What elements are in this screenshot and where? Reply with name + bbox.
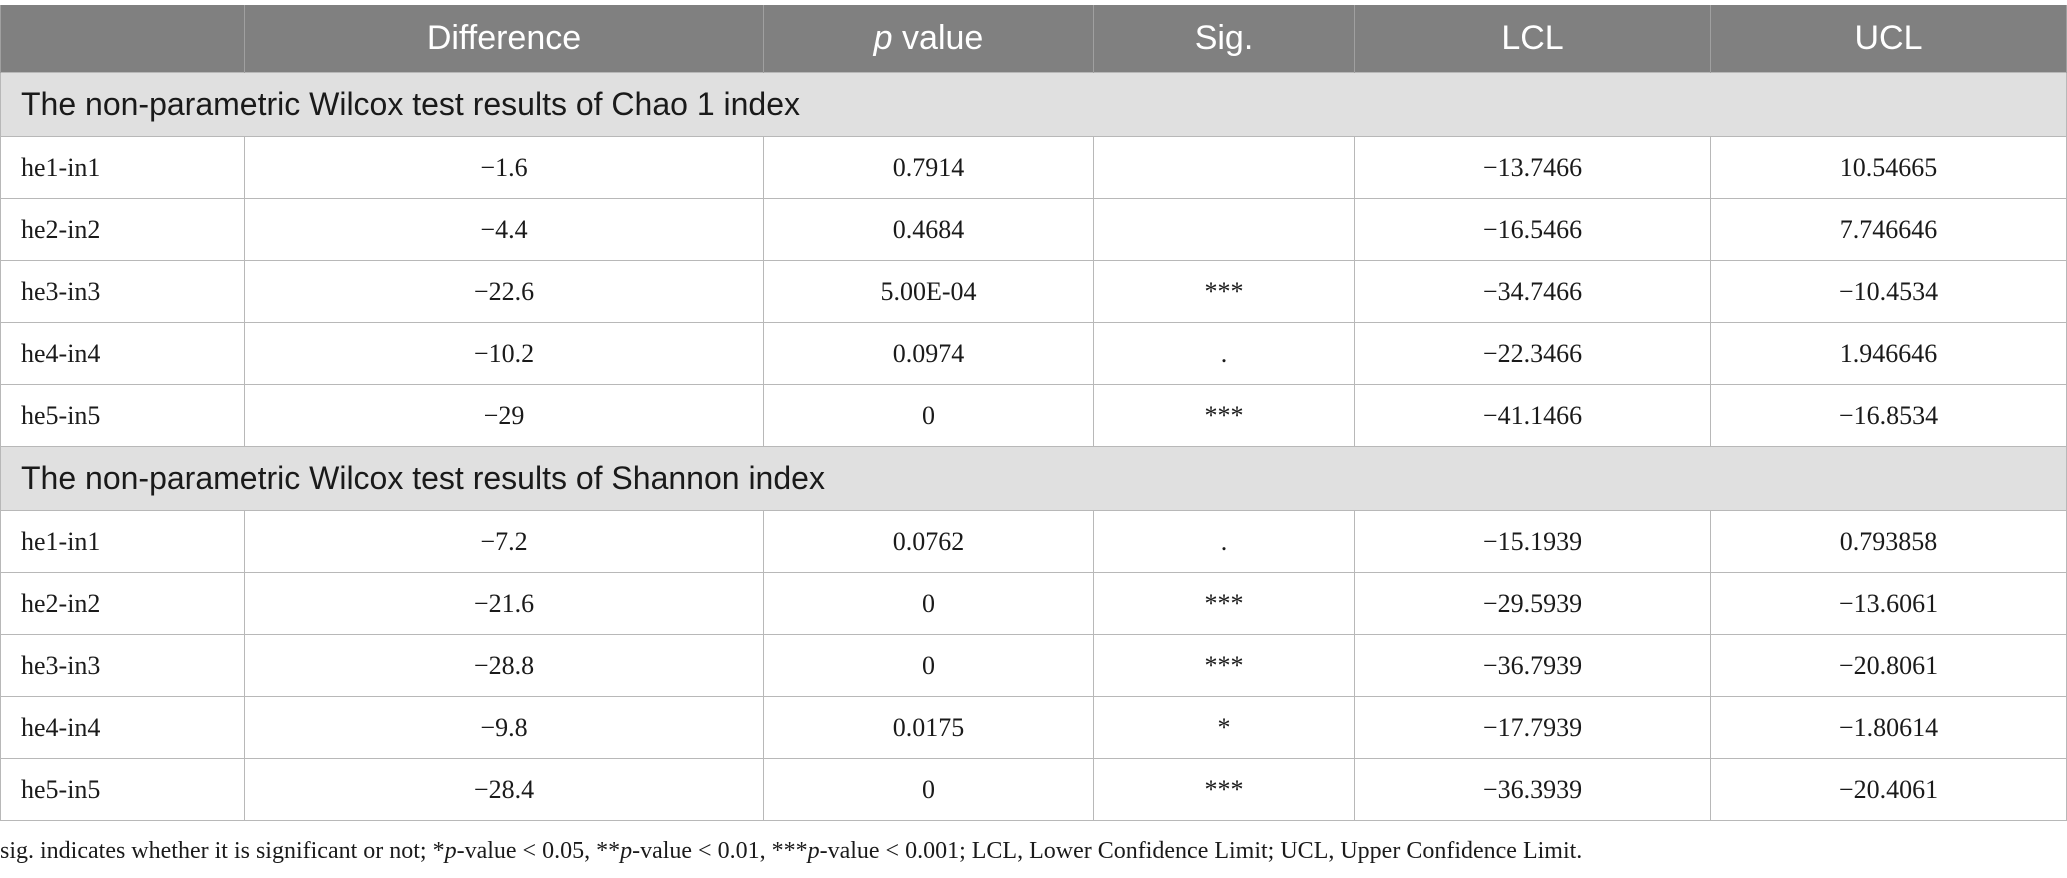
results-table: Difference p value Sig. LCL UCL The non-… xyxy=(0,5,2067,821)
cell-lcl: −15.1939 xyxy=(1354,510,1711,573)
cell-p-value: 0 xyxy=(763,634,1094,697)
footnote-part4: -value < 0.001; LCL, Lower Confidence Li… xyxy=(819,838,1583,864)
cell-comparison: he2-in2 xyxy=(0,198,245,261)
cell-sig xyxy=(1093,136,1355,199)
header-row: Difference p value Sig. LCL UCL xyxy=(0,5,2067,73)
table-row: he2-in2 −21.6 0 *** −29.5939 −13.6061 xyxy=(0,572,2067,635)
cell-p-value: 0.7914 xyxy=(763,136,1094,199)
header-ucl: UCL xyxy=(1710,5,2067,73)
section-title: The non-parametric Wilcox test results o… xyxy=(0,446,2067,511)
cell-ucl: 0.793858 xyxy=(1710,510,2067,573)
cell-difference: −9.8 xyxy=(244,696,764,759)
cell-difference: −4.4 xyxy=(244,198,764,261)
table-row: he3-in3 −28.8 0 *** −36.7939 −20.8061 xyxy=(0,634,2067,697)
cell-ucl: −10.4534 xyxy=(1710,260,2067,323)
cell-difference: −29 xyxy=(244,384,764,447)
table-row: he2-in2 −4.4 0.4684 −16.5466 7.746646 xyxy=(0,198,2067,261)
table-row: he4-in4 −9.8 0.0175 * −17.7939 −1.80614 xyxy=(0,696,2067,759)
cell-sig: * xyxy=(1093,696,1355,759)
footnote-p1: p xyxy=(444,838,457,864)
cell-difference: −28.8 xyxy=(244,634,764,697)
header-p-rest: value xyxy=(892,19,984,57)
cell-ucl: −20.8061 xyxy=(1710,634,2067,697)
table-body: The non-parametric Wilcox test results o… xyxy=(0,72,2067,821)
cell-lcl: −13.7466 xyxy=(1354,136,1711,199)
cell-ucl: −20.4061 xyxy=(1710,758,2067,821)
cell-sig: *** xyxy=(1093,384,1355,447)
cell-comparison: he1-in1 xyxy=(0,136,245,199)
cell-sig: . xyxy=(1093,322,1355,385)
cell-sig: *** xyxy=(1093,634,1355,697)
cell-ucl: −13.6061 xyxy=(1710,572,2067,635)
footnote-part1: sig. indicates whether it is significant… xyxy=(0,838,445,864)
table-row: he4-in4 −10.2 0.0974. −22.3466 1.946646 xyxy=(0,322,2067,385)
table-row: he5-in5 −28.4 0 *** −36.3939 −20.4061 xyxy=(0,758,2067,821)
cell-lcl: −36.7939 xyxy=(1354,634,1711,697)
cell-comparison: he3-in3 xyxy=(0,260,245,323)
section-title: The non-parametric Wilcox test results o… xyxy=(0,72,2067,137)
table-row: he3-in3 −22.6 5.00E-04 *** −34.7466 −10.4534 xyxy=(0,260,2067,323)
cell-p-value: 0 xyxy=(763,758,1094,821)
cell-p-value: 0.4684 xyxy=(763,198,1094,261)
cell-comparison: he3-in3 xyxy=(0,634,245,697)
cell-comparison: he2-in2 xyxy=(0,572,245,635)
cell-comparison: he4-in4 xyxy=(0,696,245,759)
header-difference: Difference xyxy=(244,5,764,73)
cell-comparison: he5-in5 xyxy=(0,758,245,821)
cell-comparison: he4-in4 xyxy=(0,322,245,385)
footnote-p3: p xyxy=(807,838,820,864)
footnote-p2: p xyxy=(620,838,633,864)
section-header-row: The non-parametric Wilcox test results o… xyxy=(0,72,2067,137)
cell-ucl: 7.746646 xyxy=(1710,198,2067,261)
cell-sig: *** xyxy=(1093,758,1355,821)
cell-sig: *** xyxy=(1093,572,1355,635)
header-p-italic: p xyxy=(873,19,893,57)
footnote-part3: -value < 0.01, *** xyxy=(632,838,808,864)
table-footnote: sig. indicates whether it is significant… xyxy=(0,838,1582,865)
header-p-value: p value xyxy=(763,5,1094,73)
cell-lcl: −29.5939 xyxy=(1354,572,1711,635)
cell-ucl: −16.8534 xyxy=(1710,384,2067,447)
header-blank xyxy=(0,5,245,73)
cell-difference: −28.4 xyxy=(244,758,764,821)
cell-p-value: 0.0974 xyxy=(763,322,1094,385)
cell-ucl: 10.54665 xyxy=(1710,136,2067,199)
cell-sig: *** xyxy=(1093,260,1355,323)
cell-p-value: 0 xyxy=(763,572,1094,635)
cell-lcl: −16.5466 xyxy=(1354,198,1711,261)
cell-lcl: −17.7939 xyxy=(1354,696,1711,759)
cell-p-value: 0.0762 xyxy=(763,510,1094,573)
cell-difference: −22.6 xyxy=(244,260,764,323)
cell-sig: . xyxy=(1093,510,1355,573)
cell-lcl: −34.7466 xyxy=(1354,260,1711,323)
cell-lcl: −41.1466 xyxy=(1354,384,1711,447)
section-header-row: The non-parametric Wilcox test results o… xyxy=(0,446,2067,511)
cell-ucl: −1.80614 xyxy=(1710,696,2067,759)
footnote-part2: -value < 0.05, ** xyxy=(456,838,621,864)
table-row: he5-in5 −29 0 *** −41.1466 −16.8534 xyxy=(0,384,2067,447)
cell-difference: −7.2 xyxy=(244,510,764,573)
header-lcl: LCL xyxy=(1354,5,1711,73)
cell-difference: −21.6 xyxy=(244,572,764,635)
cell-lcl: −36.3939 xyxy=(1354,758,1711,821)
cell-p-value: 0.0175 xyxy=(763,696,1094,759)
table-row: he1-in1 −1.6 0.7914 −13.7466 10.54665 xyxy=(0,136,2067,199)
cell-lcl: −22.3466 xyxy=(1354,322,1711,385)
cell-sig xyxy=(1093,198,1355,261)
cell-p-value: 0 xyxy=(763,384,1094,447)
cell-ucl: 1.946646 xyxy=(1710,322,2067,385)
header-sig: Sig. xyxy=(1093,5,1355,73)
cell-difference: −1.6 xyxy=(244,136,764,199)
cell-p-value: 5.00E-04 xyxy=(763,260,1094,323)
cell-difference: −10.2 xyxy=(244,322,764,385)
cell-comparison: he5-in5 xyxy=(0,384,245,447)
cell-comparison: he1-in1 xyxy=(0,510,245,573)
table-row: he1-in1 −7.2 0.0762. −15.1939 0.793858 xyxy=(0,510,2067,573)
